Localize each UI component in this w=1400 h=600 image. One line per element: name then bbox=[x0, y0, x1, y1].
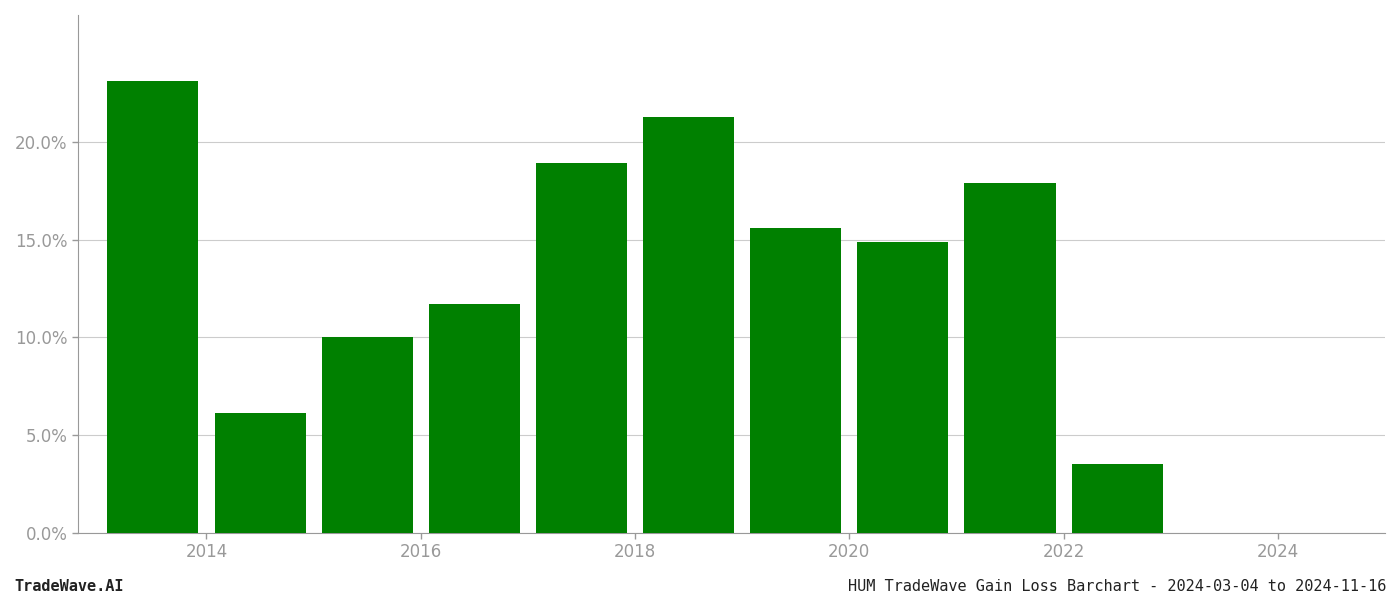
Text: HUM TradeWave Gain Loss Barchart - 2024-03-04 to 2024-11-16: HUM TradeWave Gain Loss Barchart - 2024-… bbox=[847, 579, 1386, 594]
Bar bbox=[965, 183, 1056, 533]
Bar bbox=[322, 337, 413, 533]
Bar bbox=[857, 242, 948, 533]
Bar bbox=[536, 163, 627, 533]
Bar bbox=[428, 304, 519, 533]
Text: TradeWave.AI: TradeWave.AI bbox=[14, 579, 123, 594]
Bar bbox=[643, 116, 734, 533]
Bar bbox=[750, 228, 841, 533]
Bar bbox=[108, 82, 199, 533]
Bar bbox=[214, 413, 305, 533]
Bar bbox=[1071, 464, 1162, 533]
